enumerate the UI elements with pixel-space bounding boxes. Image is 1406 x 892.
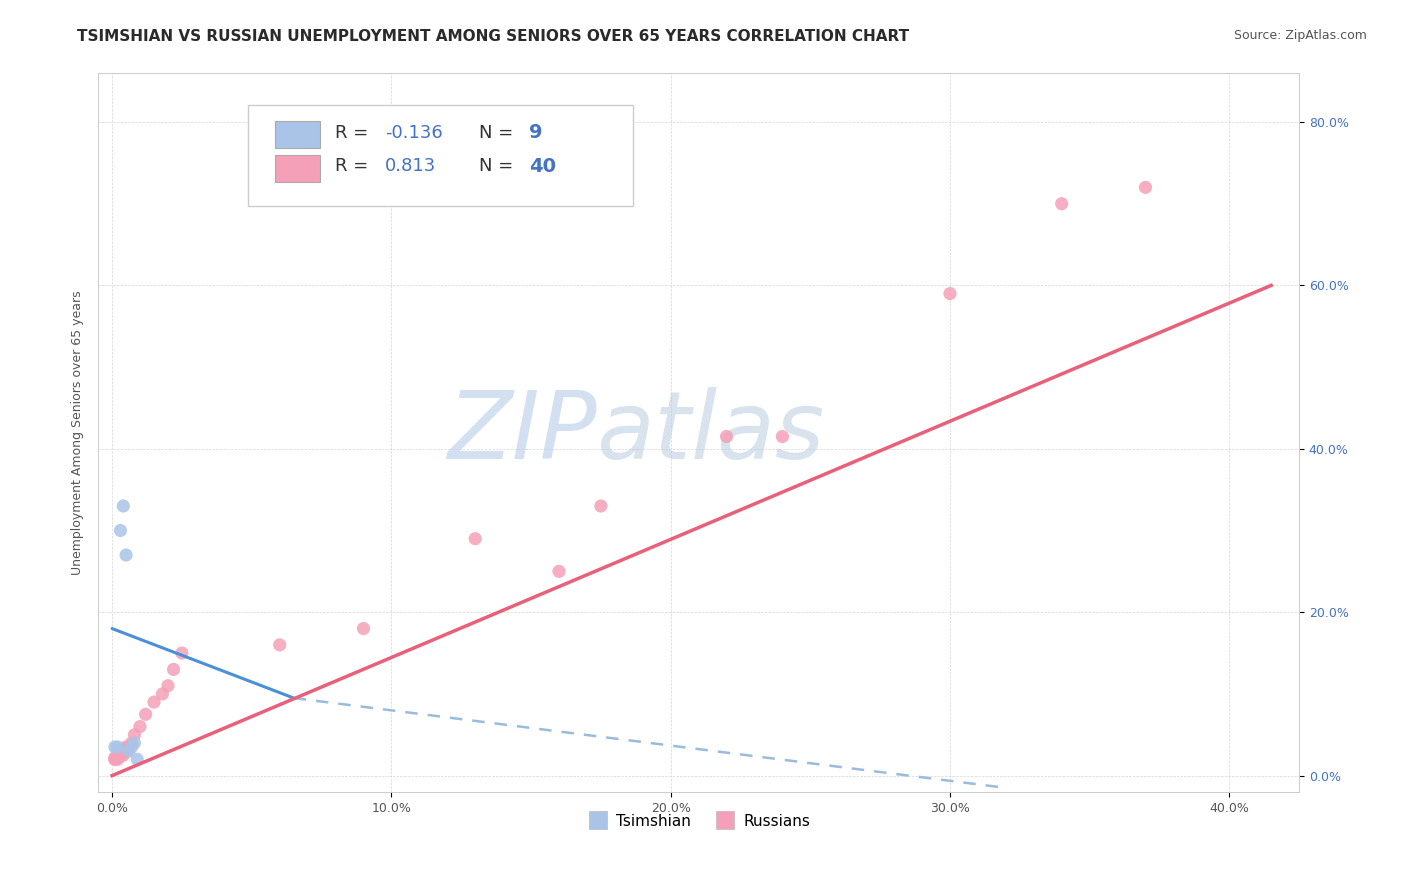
- Point: [107, 739, 129, 754]
- Text: Source: ZipAtlas.com: Source: ZipAtlas.com: [1233, 29, 1367, 42]
- Text: 0.813: 0.813: [385, 158, 436, 176]
- Point: [548, 565, 571, 579]
- Text: N =: N =: [479, 124, 519, 142]
- Point: [110, 524, 132, 538]
- Point: [135, 707, 157, 722]
- Point: [464, 532, 486, 546]
- Point: [110, 748, 132, 763]
- Text: atlas: atlas: [596, 387, 825, 478]
- Point: [118, 739, 141, 754]
- Text: ZIP: ZIP: [447, 387, 596, 478]
- Point: [110, 746, 132, 760]
- Point: [115, 744, 138, 758]
- Text: R =: R =: [335, 158, 374, 176]
- Point: [353, 622, 375, 636]
- Point: [112, 742, 135, 756]
- Point: [104, 752, 127, 766]
- Point: [127, 752, 149, 766]
- Point: [162, 662, 184, 676]
- Text: -0.136: -0.136: [385, 124, 443, 142]
- Point: [118, 744, 141, 758]
- Point: [115, 739, 138, 754]
- Text: TSIMSHIAN VS RUSSIAN UNEMPLOYMENT AMONG SENIORS OVER 65 YEARS CORRELATION CHART: TSIMSHIAN VS RUSSIAN UNEMPLOYMENT AMONG …: [77, 29, 910, 44]
- Point: [589, 499, 612, 513]
- Point: [115, 548, 138, 562]
- Point: [107, 752, 129, 766]
- Text: N =: N =: [479, 158, 519, 176]
- Point: [121, 739, 143, 754]
- Text: 40: 40: [529, 157, 557, 176]
- FancyBboxPatch shape: [274, 155, 321, 182]
- Point: [156, 679, 179, 693]
- Point: [143, 695, 166, 709]
- Point: [716, 429, 738, 443]
- Point: [112, 499, 135, 513]
- Point: [110, 748, 132, 763]
- Point: [115, 742, 138, 756]
- FancyBboxPatch shape: [249, 105, 633, 206]
- Point: [129, 720, 152, 734]
- Point: [104, 739, 127, 754]
- Point: [770, 429, 793, 443]
- Point: [107, 748, 129, 763]
- Point: [107, 748, 129, 763]
- Point: [124, 736, 146, 750]
- Point: [121, 736, 143, 750]
- Text: 9: 9: [529, 123, 543, 142]
- Point: [104, 750, 127, 764]
- Point: [110, 744, 132, 758]
- Point: [170, 646, 193, 660]
- Y-axis label: Unemployment Among Seniors over 65 years: Unemployment Among Seniors over 65 years: [72, 290, 84, 574]
- Point: [1135, 180, 1157, 194]
- Point: [1050, 196, 1073, 211]
- Text: R =: R =: [335, 124, 374, 142]
- FancyBboxPatch shape: [274, 121, 321, 148]
- Point: [269, 638, 291, 652]
- Point: [112, 746, 135, 760]
- Point: [107, 746, 129, 760]
- Point: [112, 744, 135, 758]
- Legend: Tsimshian, Russians: Tsimshian, Russians: [581, 807, 815, 835]
- Point: [150, 687, 173, 701]
- Point: [112, 748, 135, 763]
- Point: [939, 286, 962, 301]
- Point: [104, 752, 127, 766]
- Point: [107, 750, 129, 764]
- Point: [124, 728, 146, 742]
- Point: [110, 746, 132, 760]
